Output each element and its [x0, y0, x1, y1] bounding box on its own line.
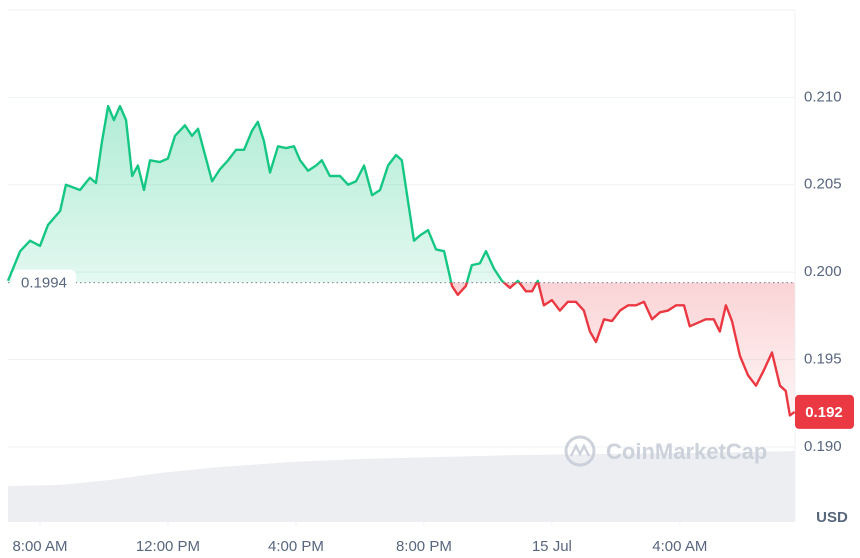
watermark-logo: [569, 443, 591, 457]
baseline-label-text: 0.1994: [21, 275, 67, 292]
x-tick-label: 8:00 PM: [396, 538, 452, 555]
baseline-label-box: [12, 269, 76, 296]
y-tick-label: 0.195: [804, 350, 842, 367]
current-price-text: 0.192: [805, 404, 843, 421]
price-line: [6, 104, 796, 417]
y-tick-label: 0.190: [804, 438, 842, 455]
watermark: CoinMarketCap: [564, 435, 767, 467]
x-tick-label: 15 Jul: [532, 538, 572, 555]
x-tick-label: 4:00 AM: [652, 538, 707, 555]
watermark-logo: [564, 435, 596, 467]
currency-label: USD: [816, 509, 848, 526]
volume-area: [8, 451, 795, 522]
y-tick-label: 0.205: [804, 176, 842, 193]
watermark-text: CoinMarketCap: [606, 439, 767, 464]
x-tick-label: 8:00 AM: [12, 538, 67, 555]
x-tick-label: 4:00 PM: [268, 538, 324, 555]
current-price-label: 0.192: [795, 394, 854, 429]
y-tick-label: 0.200: [804, 263, 842, 280]
area-fill: [8, 106, 795, 416]
y-tick-label: 0.210: [804, 88, 842, 105]
current-price-box: [795, 394, 854, 429]
baseline-label: 0.1994: [12, 269, 76, 296]
x-tick-label: 12:00 PM: [136, 538, 200, 555]
